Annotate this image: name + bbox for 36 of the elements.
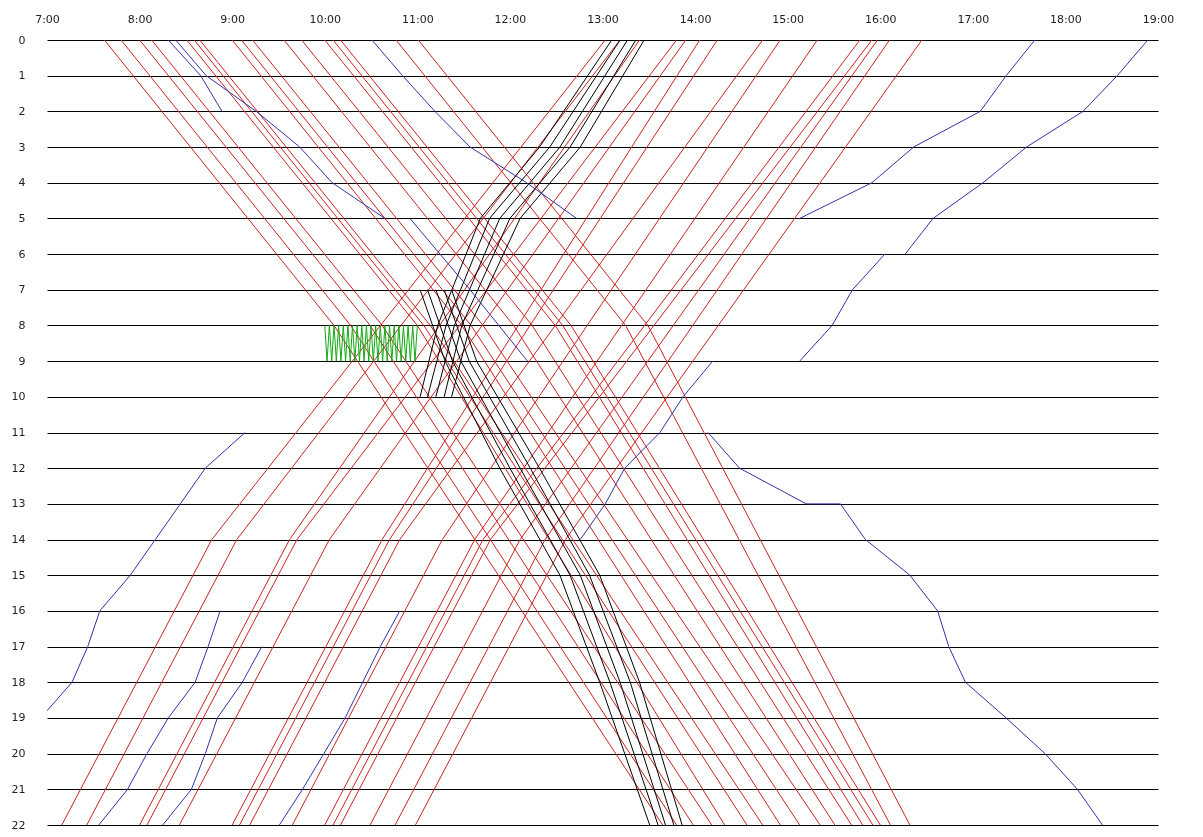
x-tick-label: 19:00 — [1142, 12, 1175, 26]
y-tick-label: 18 — [11, 675, 26, 689]
y-tick-label: 8 — [18, 318, 26, 332]
x-tick-label: 14:00 — [679, 12, 712, 26]
x-tick-label: 15:00 — [772, 12, 805, 26]
y-tick-label: 5 — [18, 211, 26, 225]
y-tick-label: 6 — [18, 247, 26, 261]
y-tick-label: 12 — [11, 461, 26, 475]
y-tick-label: 19 — [11, 711, 26, 725]
y-tick-label: 2 — [18, 104, 26, 118]
y-tick-label: 3 — [18, 140, 26, 154]
x-tick-label: 17:00 — [957, 12, 990, 26]
y-tick-label: 0 — [18, 33, 26, 47]
y-tick-label: 7 — [18, 283, 26, 297]
y-tick-label: 16 — [11, 604, 26, 618]
x-tick-label: 12:00 — [494, 12, 527, 26]
y-tick-label: 20 — [11, 747, 26, 761]
x-tick-label: 9:00 — [220, 12, 246, 26]
y-tick-label: 9 — [18, 354, 26, 368]
y-tick-label: 10 — [11, 390, 26, 404]
x-tick-label: 7:00 — [35, 12, 60, 26]
y-tick-label: 22 — [11, 818, 26, 832]
x-tick-label: 10:00 — [309, 12, 342, 26]
x-tick-label: 8:00 — [127, 12, 153, 26]
y-tick-label: 21 — [11, 782, 26, 796]
y-tick-label: 11 — [11, 426, 26, 439]
y-tick-label: 1 — [18, 69, 26, 83]
x-tick-label: 18:00 — [1050, 12, 1082, 26]
y-tick-label: 14 — [11, 533, 26, 547]
y-tick-label: 15 — [11, 568, 26, 582]
x-tick-label: 13:00 — [587, 12, 619, 26]
y-tick-label: 4 — [18, 176, 26, 190]
y-tick-label: 13 — [11, 497, 26, 511]
x-tick-label: 16:00 — [864, 12, 897, 26]
x-tick-label: 11:00 — [401, 12, 434, 26]
y-tick-label: 17 — [11, 640, 26, 654]
